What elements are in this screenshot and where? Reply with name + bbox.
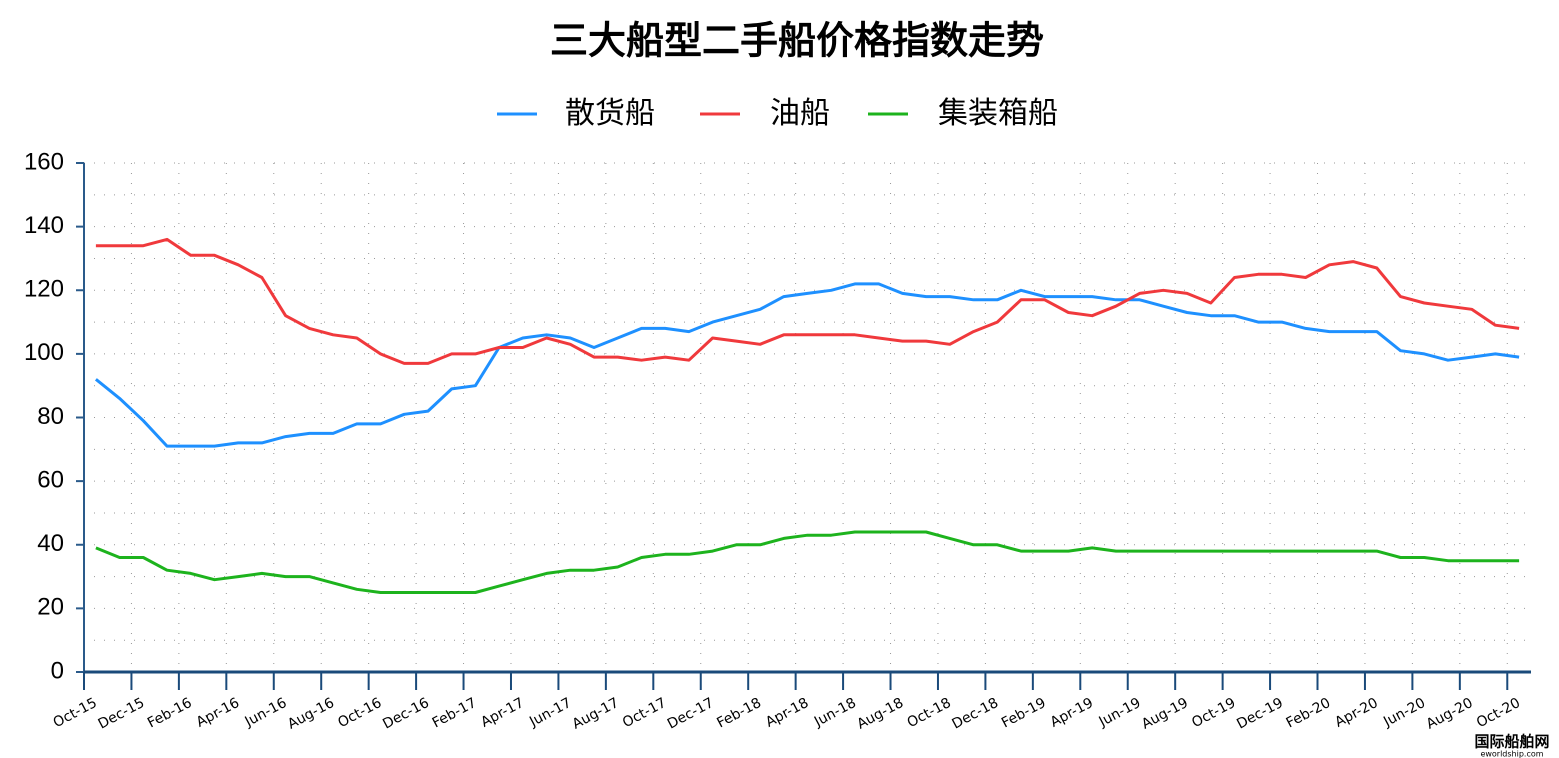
x-tick-label: Oct-20 — [1474, 695, 1523, 731]
x-tick-label: Apr-18 — [763, 695, 811, 731]
legend: 散货船 油船 集装箱船 — [497, 96, 1058, 131]
x-tick-label: Apr-17 — [478, 695, 526, 731]
x-tick-label: Oct-17 — [620, 695, 669, 731]
y-tick-label: 140 — [24, 212, 64, 239]
x-tick-label: Apr-19 — [1048, 695, 1096, 731]
legend-label: 油船 — [770, 96, 830, 131]
x-tick-label: Jun-16 — [242, 695, 290, 731]
x-tick-label: Aug-16 — [285, 695, 337, 733]
x-tick-label: Dec-19 — [1234, 695, 1286, 733]
watermark: 国际船舶网 — [1474, 733, 1549, 751]
x-tick-label: Oct-16 — [335, 695, 384, 731]
y-tick-label: 60 — [37, 466, 64, 493]
x-tick-label: Jun-17 — [526, 695, 574, 731]
x-tick-label: Aug-19 — [1139, 695, 1191, 733]
series-line — [95, 237, 1520, 365]
x-tick-label: Feb-16 — [145, 695, 195, 732]
x-tick-label: Feb-17 — [430, 695, 480, 732]
x-tick-label: Feb-20 — [1284, 695, 1334, 732]
y-tick-label: 80 — [37, 403, 64, 430]
y-tick-label: 20 — [37, 594, 64, 621]
x-tick-label: Feb-18 — [714, 695, 764, 732]
x-tick-label: Aug-18 — [854, 695, 906, 733]
y-tick-label: 40 — [37, 530, 64, 557]
x-tick-label: Jun-18 — [811, 695, 859, 731]
watermark-sub: eworldship.com — [1480, 750, 1543, 758]
legend-label: 散货船 — [565, 96, 655, 131]
y-tick-label: 100 — [24, 339, 64, 366]
x-tick-label: Jun-20 — [1380, 695, 1428, 731]
x-tick-label: Feb-19 — [999, 695, 1049, 732]
x-tick-label: Aug-17 — [570, 695, 622, 733]
series-line — [94, 282, 1520, 448]
legend-label: 集装箱船 — [938, 96, 1058, 131]
y-tick-label: 120 — [24, 276, 64, 303]
x-tick-label: Dec-17 — [665, 695, 717, 733]
y-tick-label: 160 — [24, 148, 64, 175]
y-tick-label: 0 — [51, 657, 64, 684]
x-tick-label: Dec-18 — [950, 695, 1002, 733]
x-tick-label: Dec-16 — [380, 695, 432, 733]
x-tick-label: Oct-19 — [1189, 695, 1238, 731]
x-tick-label: Oct-15 — [51, 695, 100, 731]
x-tick-label: Apr-16 — [194, 695, 242, 731]
x-tick-label: Dec-15 — [96, 695, 148, 733]
x-tick-label: Apr-20 — [1332, 695, 1380, 731]
x-tick-label: Jun-19 — [1096, 695, 1144, 731]
x-tick-label: Oct-18 — [905, 695, 954, 731]
chart-title: 三大船型二手船价格指数走势 — [550, 18, 1044, 63]
series-line — [95, 530, 1520, 594]
x-tick-label: Aug-20 — [1424, 695, 1476, 733]
